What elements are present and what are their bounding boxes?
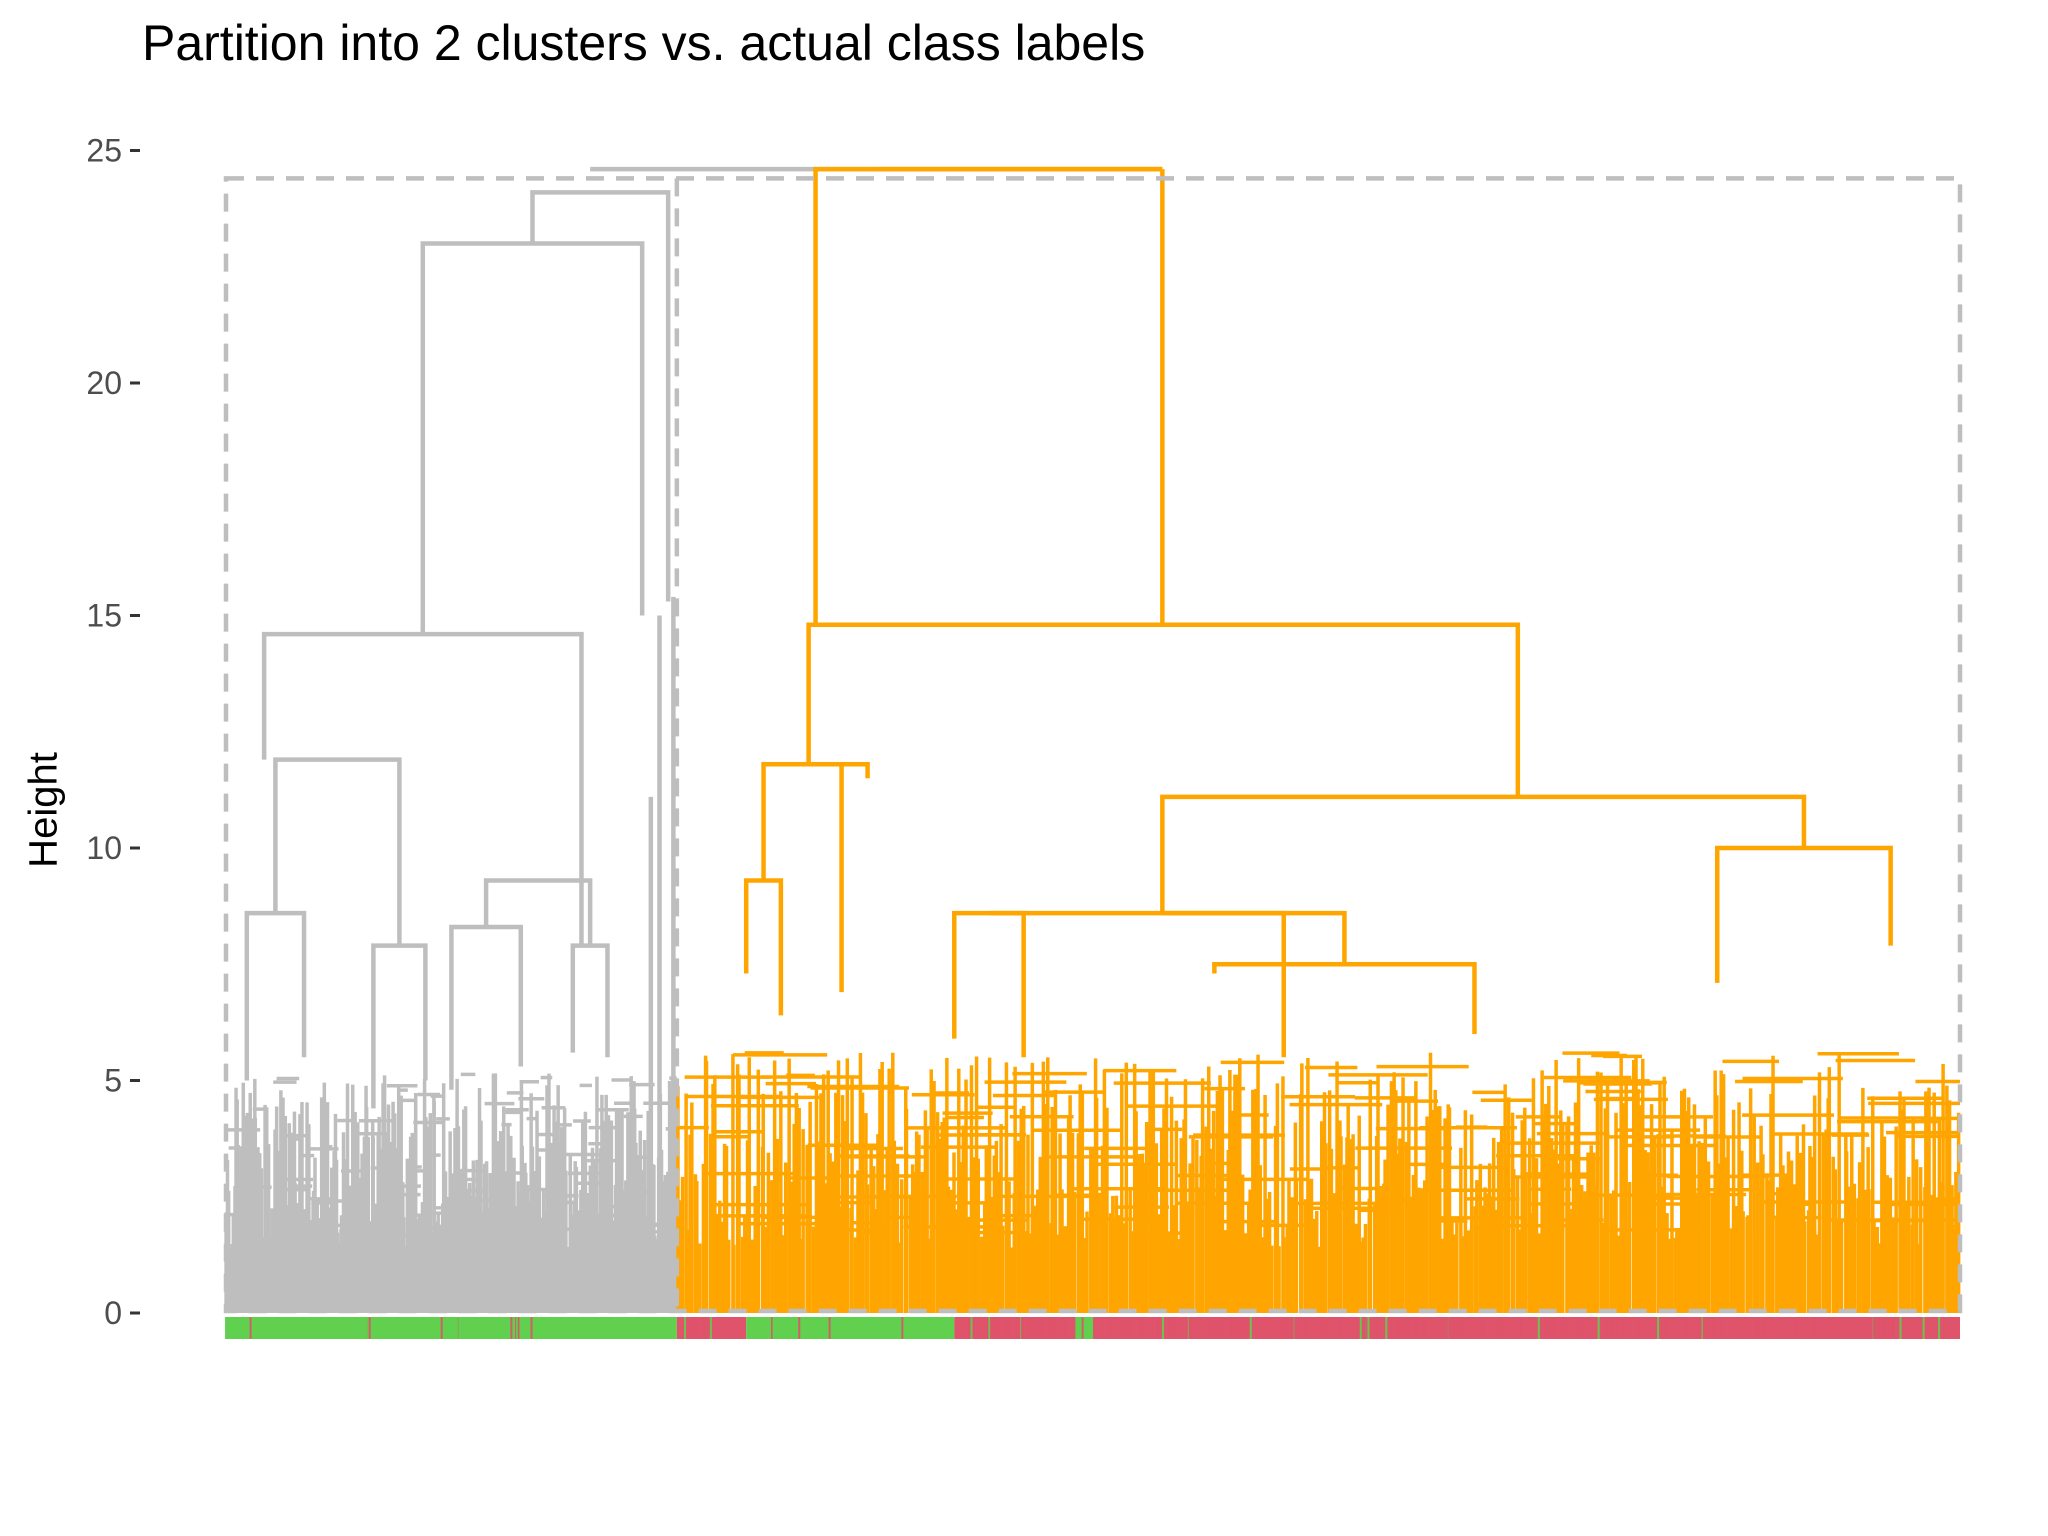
dendrogram-link — [1714, 845, 1893, 983]
dendrogram-link — [743, 878, 784, 1016]
y-tick-label: 25 — [86, 133, 122, 169]
cut-rectangle — [223, 176, 1963, 1314]
leaf-class-segment — [954, 1317, 1076, 1339]
dendrogram-link — [813, 166, 1163, 625]
y-tick-label: 10 — [86, 830, 122, 866]
chart-title: Partition into 2 clusters vs. actual cla… — [142, 15, 1146, 71]
dendrogram-link — [1162, 910, 1286, 1058]
dendrogram-link — [449, 924, 524, 1090]
dendrogram-link — [244, 910, 307, 1081]
y-tick-label: 5 — [104, 1063, 122, 1099]
cluster-2-branches — [676, 166, 1961, 1313]
dendrogram-link — [1212, 962, 1477, 1034]
y-axis: 0 5 10 15 20 25 — [86, 133, 140, 1331]
y-tick-label: 20 — [86, 365, 122, 401]
dendrogram-link — [806, 622, 1521, 797]
dendrogram-link — [952, 910, 1026, 1058]
dendrogram-link — [420, 241, 645, 635]
dendrogram-link — [483, 878, 593, 946]
y-tick-label: 0 — [104, 1295, 122, 1331]
leaf-class-segment — [1093, 1317, 1960, 1339]
dendrogram-link — [273, 757, 402, 946]
cluster-cut-box — [223, 176, 1963, 1314]
leaf-label-bar — [225, 1317, 1960, 1339]
dendrogram-link — [570, 943, 610, 1058]
dendrogram-link — [988, 910, 1347, 965]
cluster-1-branches — [224, 166, 877, 1313]
y-tick-label: 15 — [86, 598, 122, 634]
dendrogram-link — [1160, 794, 1807, 914]
dendrogram-link — [839, 762, 870, 993]
dendrogram-link — [261, 631, 584, 946]
dendrogram-link — [761, 762, 854, 881]
dendrogram-link — [530, 190, 671, 602]
